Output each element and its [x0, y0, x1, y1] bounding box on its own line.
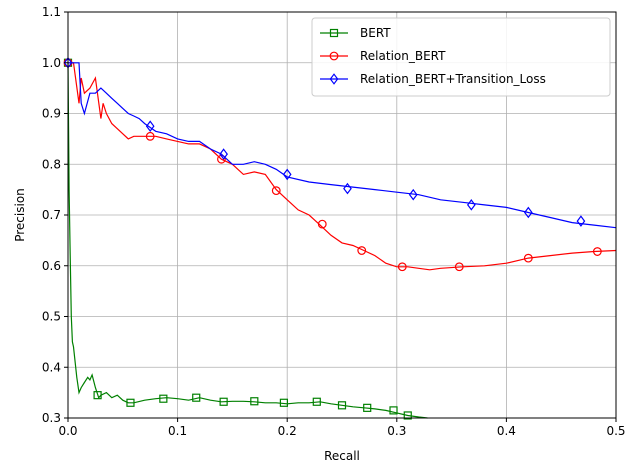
legend-marker: [329, 28, 339, 38]
series-bert: [63, 58, 428, 420]
data-point-marker: [219, 397, 228, 406]
data-point-marker: [592, 247, 602, 256]
legend-entry: Relation_BERT: [320, 49, 446, 63]
x-tick-label: 0.2: [278, 424, 297, 438]
data-point-marker: [145, 131, 155, 141]
x-axis-label: Recall: [324, 449, 360, 463]
legend-entry: BERT: [320, 26, 391, 40]
x-tick-label: 0.3: [387, 424, 406, 438]
data-point-marker: [523, 253, 533, 263]
y-axis-label: Precision: [13, 188, 27, 242]
y-tick-label: 0.3: [42, 411, 61, 425]
series-relation-bert-transition-loss: [63, 56, 617, 229]
x-tick-label: 0.0: [58, 424, 77, 438]
x-tick-label: 0.5: [606, 424, 625, 438]
data-point-marker: [403, 411, 412, 420]
data-point-marker: [454, 262, 464, 272]
ticks: 0.0 0.1 0.2 0.3 0.4 0.5 0.3 0.4 0.5 0.6 0.7 0.8 0.9 1…: [42, 5, 626, 438]
data-point-marker: [159, 394, 168, 403]
data-point-marker: [523, 206, 533, 219]
y-tick-label: 1.1: [42, 5, 61, 19]
x-tick-label: 0.1: [168, 424, 187, 438]
data-point-marker: [126, 398, 135, 407]
series-line: [68, 62, 617, 229]
y-tick-label: 0.9: [42, 107, 61, 121]
data-point-marker: [279, 398, 289, 407]
legend-label: Relation_BERT: [360, 49, 446, 63]
data-point-marker: [145, 120, 155, 132]
series-line: [67, 62, 428, 419]
data-point-marker: [282, 168, 292, 181]
legend: BERT Relation_BERT Relation_BERT+Transitio…: [311, 17, 611, 97]
data-point-marker: [312, 397, 321, 406]
y-tick-label: 1.0: [42, 56, 61, 70]
data-point-marker: [466, 199, 476, 211]
data-point-marker: [219, 148, 228, 160]
y-tick-label: 0.6: [42, 259, 61, 273]
legend-marker: [329, 73, 339, 85]
data-point-marker: [250, 397, 259, 406]
data-point-marker: [337, 401, 347, 410]
legend-marker: [329, 51, 339, 61]
data-point-marker: [397, 262, 407, 272]
series-line: [68, 62, 617, 271]
data-point-marker: [357, 246, 367, 255]
data-point-marker: [343, 182, 352, 195]
y-tick-label: 0.7: [42, 208, 61, 222]
data-point-marker: [408, 188, 418, 201]
legend-box: [311, 17, 611, 97]
data-point-marker: [93, 391, 102, 400]
legend-label: BERT: [360, 26, 391, 40]
data-point-marker: [271, 186, 281, 196]
data-point-marker: [192, 393, 201, 402]
legend-entry: Relation_BERT+Transition_Loss: [320, 72, 546, 86]
series-layer: [63, 56, 617, 420]
data-point-marker: [576, 215, 586, 227]
data-point-marker: [317, 219, 327, 229]
data-point-marker: [363, 403, 372, 412]
data-point-marker: [389, 406, 398, 415]
legend-label: Relation_BERT+Transition_Loss: [360, 72, 546, 86]
y-tick-label: 0.8: [42, 157, 61, 171]
y-tick-label: 0.5: [42, 310, 61, 324]
y-tick-label: 0.4: [42, 360, 61, 374]
x-tick-label: 0.4: [497, 424, 516, 438]
